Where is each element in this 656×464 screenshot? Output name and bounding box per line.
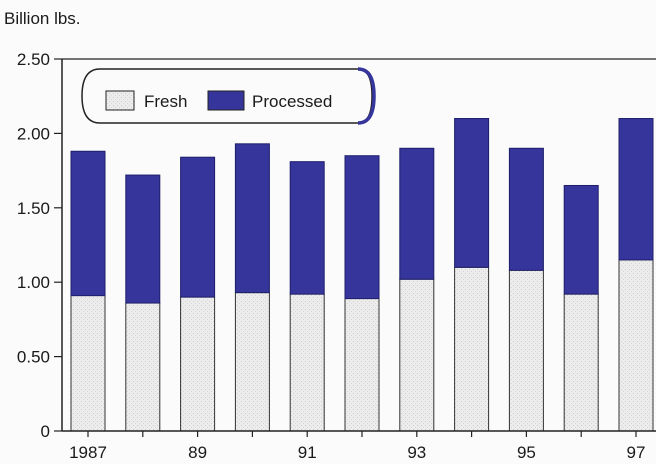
legend-swatch-processed xyxy=(207,90,245,111)
bar-processed xyxy=(289,161,325,295)
bar-fresh xyxy=(508,269,544,432)
bars-group xyxy=(70,118,654,432)
y-tick-label: 2.50 xyxy=(17,50,50,69)
bar-fresh xyxy=(399,278,435,432)
bar-processed xyxy=(563,184,599,295)
bar-fresh xyxy=(234,292,270,432)
bar-processed xyxy=(180,156,216,298)
bar-fresh xyxy=(70,295,106,432)
y-tick-label: 2.00 xyxy=(17,124,50,143)
x-tick-label: 89 xyxy=(188,443,207,462)
y-axis-ticks: 2.50 2.00 1.50 1.00 0.50 0 xyxy=(17,50,62,441)
bar-processed xyxy=(344,155,380,300)
bar-processed xyxy=(454,118,490,268)
y-tick-label: 0 xyxy=(41,422,50,441)
bar-processed xyxy=(508,147,544,271)
x-tick-label: 91 xyxy=(298,443,317,462)
x-tick-label: 1987 xyxy=(69,443,107,462)
y-axis-unit-label: Billion lbs. xyxy=(4,9,81,28)
bar-fresh xyxy=(454,266,490,432)
bar-processed xyxy=(399,147,435,280)
x-tick-label: 93 xyxy=(407,443,426,462)
bar-processed xyxy=(125,174,161,304)
bar-fresh xyxy=(344,298,380,432)
y-tick-label: 0.50 xyxy=(17,348,50,367)
bar-fresh xyxy=(289,293,325,432)
legend-swatch-fresh xyxy=(105,90,135,111)
legend-label-fresh: Fresh xyxy=(144,92,187,111)
y-tick-label: 1.50 xyxy=(17,199,50,218)
bar-fresh xyxy=(563,293,599,432)
y-tick-label: 1.00 xyxy=(17,273,50,292)
legend-shadow xyxy=(357,67,376,125)
x-axis-ticks: 1987 89 91 93 95 97 xyxy=(69,431,645,462)
bar-fresh xyxy=(180,296,216,432)
bar-fresh xyxy=(125,302,161,432)
bar-processed xyxy=(618,118,654,261)
bar-processed xyxy=(234,143,270,294)
legend-label-processed: Processed xyxy=(252,92,332,111)
x-tick-label: 95 xyxy=(517,443,536,462)
bar-fresh xyxy=(618,259,654,432)
legend: Fresh Processed xyxy=(81,67,376,125)
x-tick-label: 97 xyxy=(627,443,646,462)
bar-processed xyxy=(70,150,106,297)
